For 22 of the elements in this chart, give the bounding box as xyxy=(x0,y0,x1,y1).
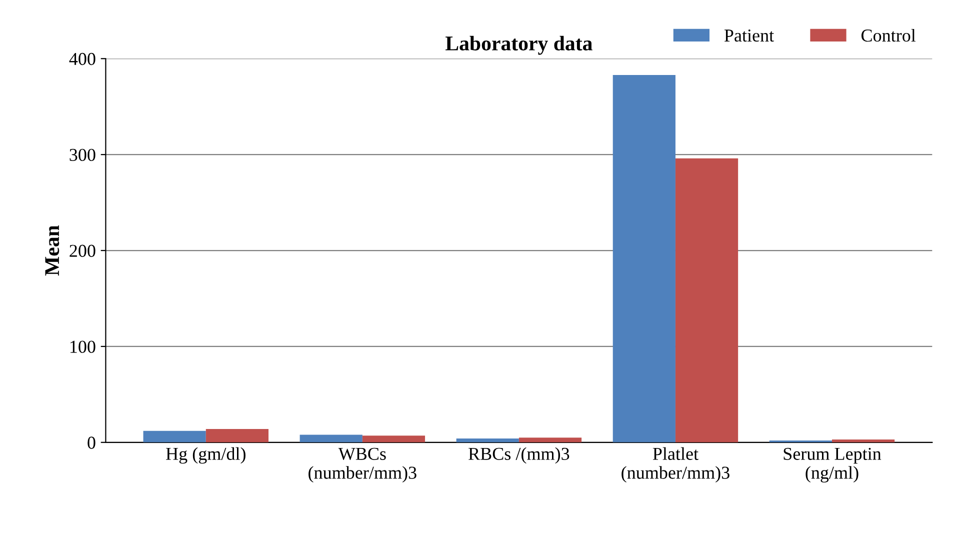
bar xyxy=(612,74,676,442)
y-tick-label: 200 xyxy=(70,244,96,257)
x-tick-label: RBCs /(mm)3 xyxy=(468,447,570,464)
chart-title: Laboratory data xyxy=(446,36,592,55)
x-tick-label: Serum Leptin (ng/ml) xyxy=(784,448,882,483)
bar xyxy=(518,438,582,442)
y-tick-label: 100 xyxy=(70,340,96,353)
y-tick-label: 0 xyxy=(88,436,96,449)
x-tick-label: Hg (gm/dl) xyxy=(166,447,246,464)
bar xyxy=(300,434,362,442)
bar xyxy=(456,438,519,442)
x-tick-label: WBCs (number/mm)3 xyxy=(308,448,416,483)
bar xyxy=(675,158,738,442)
y-tick-label: 400 xyxy=(69,52,96,66)
bar xyxy=(362,436,426,442)
y-tick-label: 300 xyxy=(70,148,96,162)
legend-label: Patient xyxy=(724,30,774,42)
y-axis-title: Mean xyxy=(45,225,60,276)
legend-label: Control xyxy=(861,28,916,42)
bar xyxy=(206,428,268,442)
x-tick-label: Platlet (number/mm)3 xyxy=(622,447,730,483)
bar xyxy=(143,430,206,442)
